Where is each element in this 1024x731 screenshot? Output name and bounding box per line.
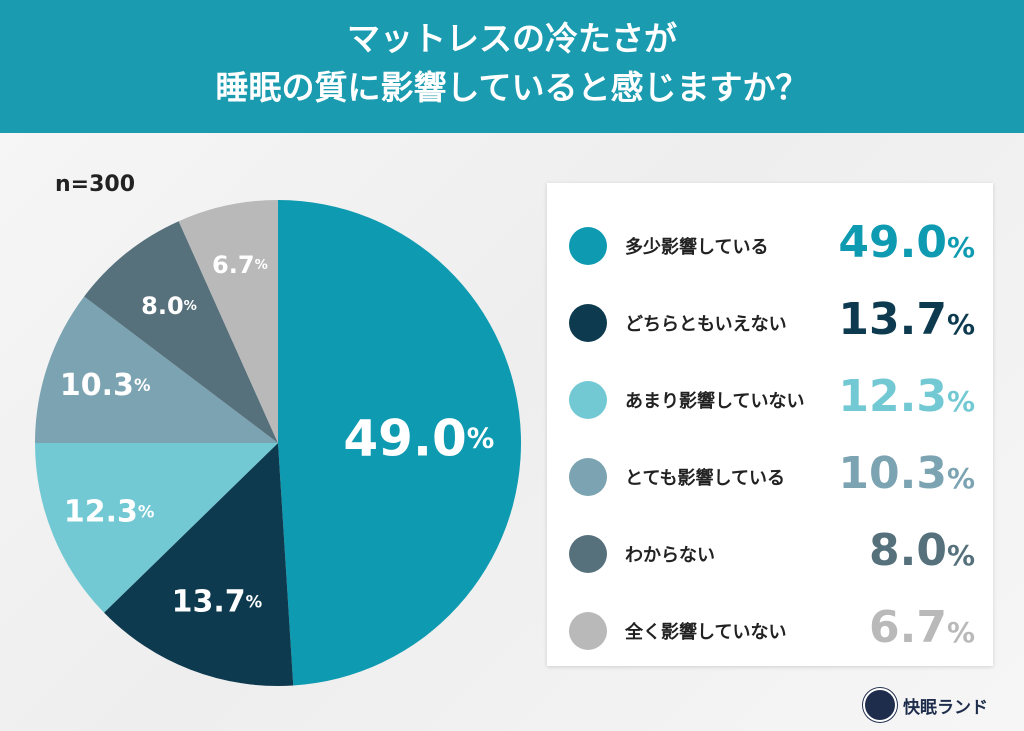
data-label: 8.0% xyxy=(141,292,197,320)
legend-label: 全く影響していない xyxy=(625,622,787,643)
legend-value: 13.7% xyxy=(838,294,975,345)
pie-slice xyxy=(84,221,278,443)
brand-name: 快眠ランド xyxy=(903,697,988,718)
title-line-1: マットレスの冷たさが xyxy=(347,19,677,58)
legend-label: どちらともいえない xyxy=(625,314,787,335)
legend: 多少影響している 49.0% どちらともいえない 13.7% あまり影響していない 12.… xyxy=(547,183,993,666)
legend-label: わからない xyxy=(625,545,715,566)
pie-slice xyxy=(278,200,521,686)
legend-value: 6.7% xyxy=(868,602,975,653)
legend-value: 49.0% xyxy=(838,217,975,268)
legend-value: 12.3% xyxy=(838,371,975,422)
sample-size: n=300 xyxy=(55,172,136,197)
legend-item: どちらともいえない 13.7% xyxy=(547,292,993,352)
title-line-2: 睡眠の質に影響していると感じますか？ xyxy=(215,68,809,107)
legend-swatch xyxy=(569,458,607,496)
legend-item: わからない 8.0% xyxy=(547,523,993,583)
pie-slice xyxy=(35,296,278,443)
data-label: 13.7% xyxy=(172,584,263,619)
pie-slice xyxy=(104,443,294,686)
brand-logo-icon xyxy=(863,688,897,722)
pie-slice xyxy=(178,200,278,443)
legend-value: 8.0% xyxy=(868,525,975,576)
legend-item: とても影響している 10.3% xyxy=(547,446,993,506)
legend-label: あまり影響していない xyxy=(625,391,805,412)
brand-logo: 快眠ランド xyxy=(863,688,988,722)
legend-label: 多少影響している xyxy=(625,237,769,258)
legend-value: 10.3% xyxy=(838,448,975,499)
legend-label: とても影響している xyxy=(625,468,786,489)
data-label: 49.0% xyxy=(343,410,494,468)
legend-item: 多少影響している 49.0% xyxy=(547,215,993,275)
legend-swatch xyxy=(569,227,607,265)
data-label: 10.3% xyxy=(60,368,151,403)
data-label: 12.3% xyxy=(64,494,155,529)
legend-swatch xyxy=(569,381,607,419)
legend-item: 全く影響していない 6.7% xyxy=(547,600,993,660)
legend-swatch xyxy=(569,612,607,650)
legend-swatch xyxy=(569,304,607,342)
legend-swatch xyxy=(569,535,607,573)
pie-slice xyxy=(35,443,278,613)
legend-item: あまり影響していない 12.3% xyxy=(547,369,993,429)
data-label: 6.7% xyxy=(212,251,268,279)
chart-title: マットレスの冷たさが 睡眠の質に影響していると感じますか？ xyxy=(0,0,1024,133)
